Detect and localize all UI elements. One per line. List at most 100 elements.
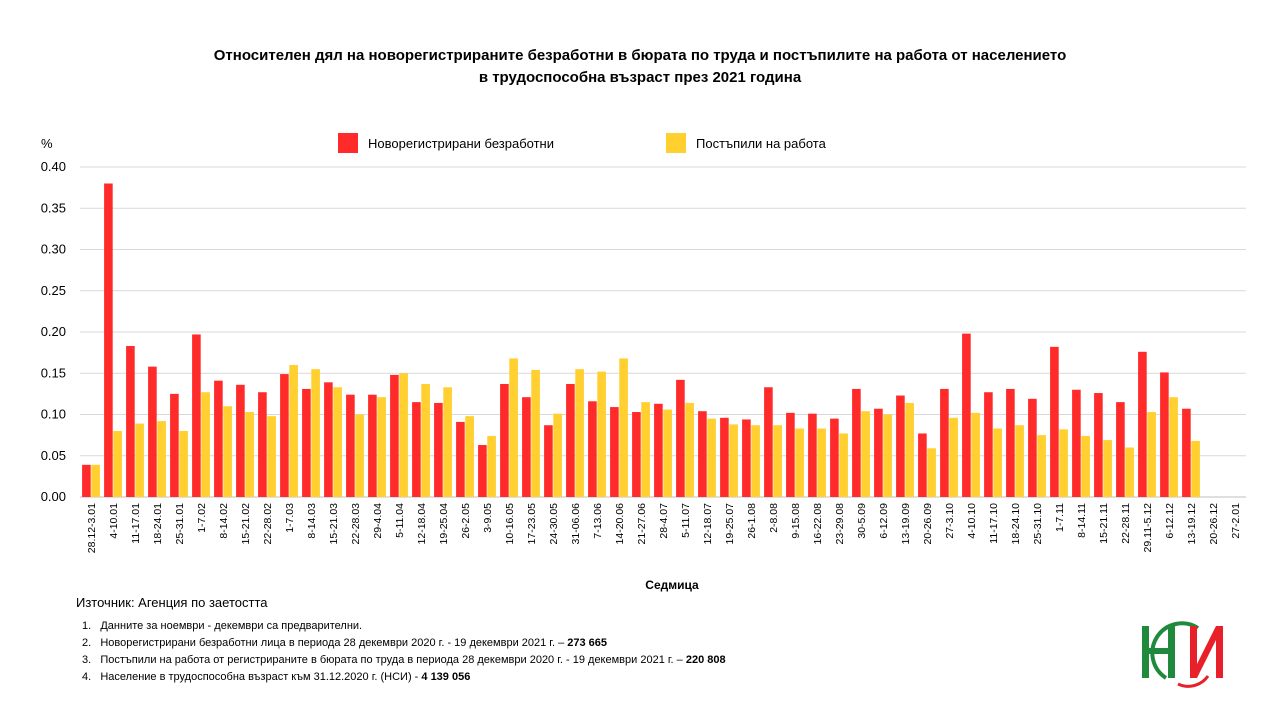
bar-series1	[632, 412, 641, 497]
footnote-2: 2. Новорегистрирани безработни лица в пе…	[82, 637, 608, 649]
y-tick-label: 0.00	[41, 489, 66, 504]
bar-series2	[751, 425, 760, 497]
chart-title: Относителен дял на новорегистрираните бе…	[0, 45, 1280, 89]
bar-series2	[1147, 412, 1156, 497]
legend-swatch-series2	[666, 133, 686, 153]
y-tick-label: 0.20	[41, 324, 66, 339]
x-tick-label: 26-1.08	[746, 503, 758, 539]
bar-series1	[1182, 408, 1191, 497]
chart-title-line2: в трудоспособна възраст през 2021 година	[478, 69, 802, 86]
bar-series2	[575, 369, 584, 497]
bar-series2	[267, 416, 276, 497]
bar-series2	[641, 402, 650, 497]
bar-series2	[113, 431, 122, 497]
x-tick-label: 18-24.01	[152, 503, 164, 545]
bar-series1	[104, 183, 113, 497]
bar-series2	[377, 397, 386, 497]
bar-series1	[962, 333, 971, 497]
bar-series1	[676, 379, 685, 497]
bar-series1	[346, 394, 355, 497]
bar-series1	[434, 402, 443, 497]
x-tick-label: 26-2.05	[460, 503, 472, 539]
y-tick-label: 0.05	[41, 448, 66, 463]
x-tick-label: 16-22.08	[812, 503, 824, 545]
x-tick-label: 9-15.08	[790, 503, 802, 539]
y-axis-label: %	[41, 136, 53, 151]
nsi-logo-icon	[1142, 621, 1223, 688]
bar-series2	[465, 416, 474, 497]
x-tick-label: 8-14.02	[218, 503, 230, 539]
bar-series2	[157, 421, 166, 497]
y-tick-label: 0.10	[41, 407, 66, 422]
bar-series1	[478, 445, 487, 497]
footnote-4: 4. Население в трудоспособна възраст към…	[82, 671, 471, 683]
bar-series1	[1116, 402, 1125, 497]
bar-series1	[1072, 389, 1081, 497]
y-tick-label: 0.30	[41, 242, 66, 257]
y-tick-label: 0.25	[41, 283, 66, 298]
bars	[82, 183, 1200, 497]
bar-series2	[905, 402, 914, 497]
bar-series2	[509, 358, 518, 497]
bar-series2	[553, 413, 562, 497]
x-tick-label: 13-19.09	[900, 503, 912, 545]
bar-series2	[993, 428, 1002, 497]
y-tick-label: 0.35	[41, 200, 66, 215]
x-tick-label: 25-31.01	[174, 503, 186, 545]
bar-series2	[91, 464, 100, 497]
bar-series2	[619, 358, 628, 497]
bar-series2	[597, 371, 606, 497]
bar-series2	[817, 428, 826, 497]
bar-series1	[522, 397, 531, 497]
x-tick-label: 7-13.06	[592, 503, 604, 539]
bar-series2	[927, 448, 936, 497]
bar-series1	[126, 346, 135, 497]
x-tick-label: 14-20.06	[614, 503, 626, 545]
bar-series2	[1125, 447, 1134, 497]
bar-series2	[179, 431, 188, 497]
x-tick-label: 19-25.04	[438, 503, 450, 545]
x-tick-label: 30-5.09	[856, 503, 868, 539]
bar-series1	[742, 419, 751, 497]
bar-series1	[786, 412, 795, 497]
bar-series2	[707, 418, 716, 497]
bar-series2	[861, 411, 870, 497]
footnotes: 1. Данните за ноември - декември са пред…	[82, 618, 726, 686]
bar-series1	[830, 418, 839, 497]
bar-series1	[940, 388, 949, 497]
x-tick-label: 5-11.04	[394, 503, 406, 538]
bar-series1	[984, 392, 993, 497]
bar-series1	[720, 417, 729, 497]
x-tick-label: 31-06.06	[570, 503, 582, 545]
bar-series2	[421, 383, 430, 497]
x-tick-label: 25-31.10	[1032, 503, 1044, 545]
bar-series2	[729, 424, 738, 497]
x-tick-label: 28-4.07	[658, 503, 670, 539]
x-tick-label: 2-8.08	[768, 503, 780, 533]
bar-series2	[289, 365, 298, 497]
bar-series2	[1059, 429, 1068, 497]
x-tick-label: 5-11.07	[680, 503, 692, 538]
legend-label-series1: Новорегистрирани безработни	[368, 136, 554, 151]
bar-series1	[1160, 372, 1169, 497]
x-tick-label: 8-14.11	[1076, 503, 1088, 538]
bar-series1	[544, 425, 553, 497]
x-tick-label: 10-16.05	[504, 503, 516, 545]
y-tick-label: 0.15	[41, 365, 66, 380]
x-tick-label: 22-28.02	[262, 503, 274, 545]
x-tick-label: 4-10.10	[966, 503, 978, 539]
bar-series2	[839, 433, 848, 497]
x-tick-label: 12-18.07	[702, 503, 714, 545]
bar-series1	[808, 413, 817, 497]
bar-series1	[1006, 388, 1015, 497]
bar-series1	[918, 433, 927, 497]
bar-series1	[1050, 346, 1059, 497]
x-tick-label: 18-24.10	[1010, 503, 1022, 545]
x-tick-label: 28.12-3.01	[86, 503, 98, 553]
grid-lines	[80, 166, 1246, 498]
bar-series2	[531, 369, 540, 497]
bar-series2	[795, 428, 804, 497]
bar-series1	[874, 408, 883, 497]
x-tick-label: 27-3.10	[944, 503, 956, 539]
bar-series2	[685, 402, 694, 497]
